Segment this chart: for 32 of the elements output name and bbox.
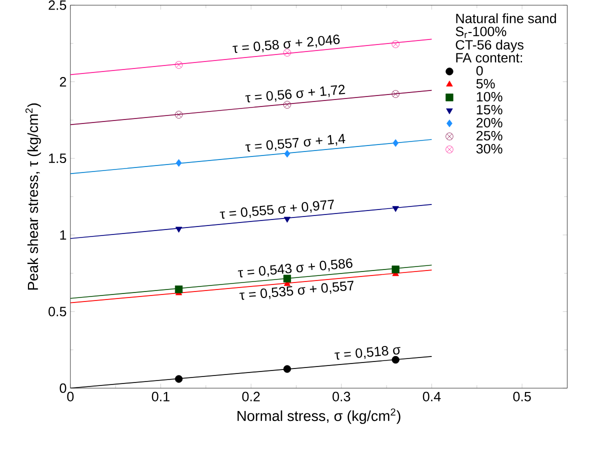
y-tick-label: 1 xyxy=(60,230,66,240)
legend-label: 0 xyxy=(476,66,483,76)
x-tick-label: 0.1 xyxy=(152,392,170,402)
x-tick-label: 0 xyxy=(67,392,74,402)
y-tick-label: 1.5 xyxy=(49,154,66,163)
annotation: τ = 0,557 σ + 1,4 xyxy=(245,134,346,152)
legend-label: 20% xyxy=(476,118,502,128)
annotation: τ = 0,535 σ + 0,557 xyxy=(239,280,354,300)
annotation: τ = 0,543 σ + 0,586 xyxy=(238,258,352,278)
annotation: Natural fine sand xyxy=(456,13,556,24)
x-tick-label: 0.4 xyxy=(422,392,441,402)
y-tick-label: 0 xyxy=(60,383,66,393)
x-axis-title: Normal stress, σ (kg/cm$^{2}$) xyxy=(238,408,400,424)
annotation: CT-56 days xyxy=(456,40,524,52)
y-tick-label: 2 xyxy=(60,76,66,86)
y-axis-title: Peak shear stress, τ (kg/cm$^{2}$) xyxy=(25,103,41,290)
annotation: τ = 0,56 σ + 1,72 xyxy=(245,84,346,102)
annotation: τ = 0,555 σ + 0,977 xyxy=(220,200,334,219)
x-tick-label: 0.3 xyxy=(332,392,350,402)
annotation: τ = 0,58 σ + 2,046 xyxy=(232,34,340,53)
x-tick-label: 0.2 xyxy=(242,392,260,402)
legend-title: FA content: xyxy=(456,52,522,62)
legend-label: 15% xyxy=(476,104,502,114)
legend-label: 5% xyxy=(476,78,495,88)
legend-label: 10% xyxy=(476,92,502,102)
annotation: S$_{r}$-100% xyxy=(456,26,506,38)
x-tick-label: 0.5 xyxy=(513,392,531,402)
y-tick-label: 2.5 xyxy=(48,0,66,10)
legend-label: 30% xyxy=(476,144,502,154)
y-tick-label: 0.5 xyxy=(48,306,66,316)
legend-label: 25% xyxy=(476,130,502,140)
annotation: τ = 0,518 σ xyxy=(334,346,400,360)
